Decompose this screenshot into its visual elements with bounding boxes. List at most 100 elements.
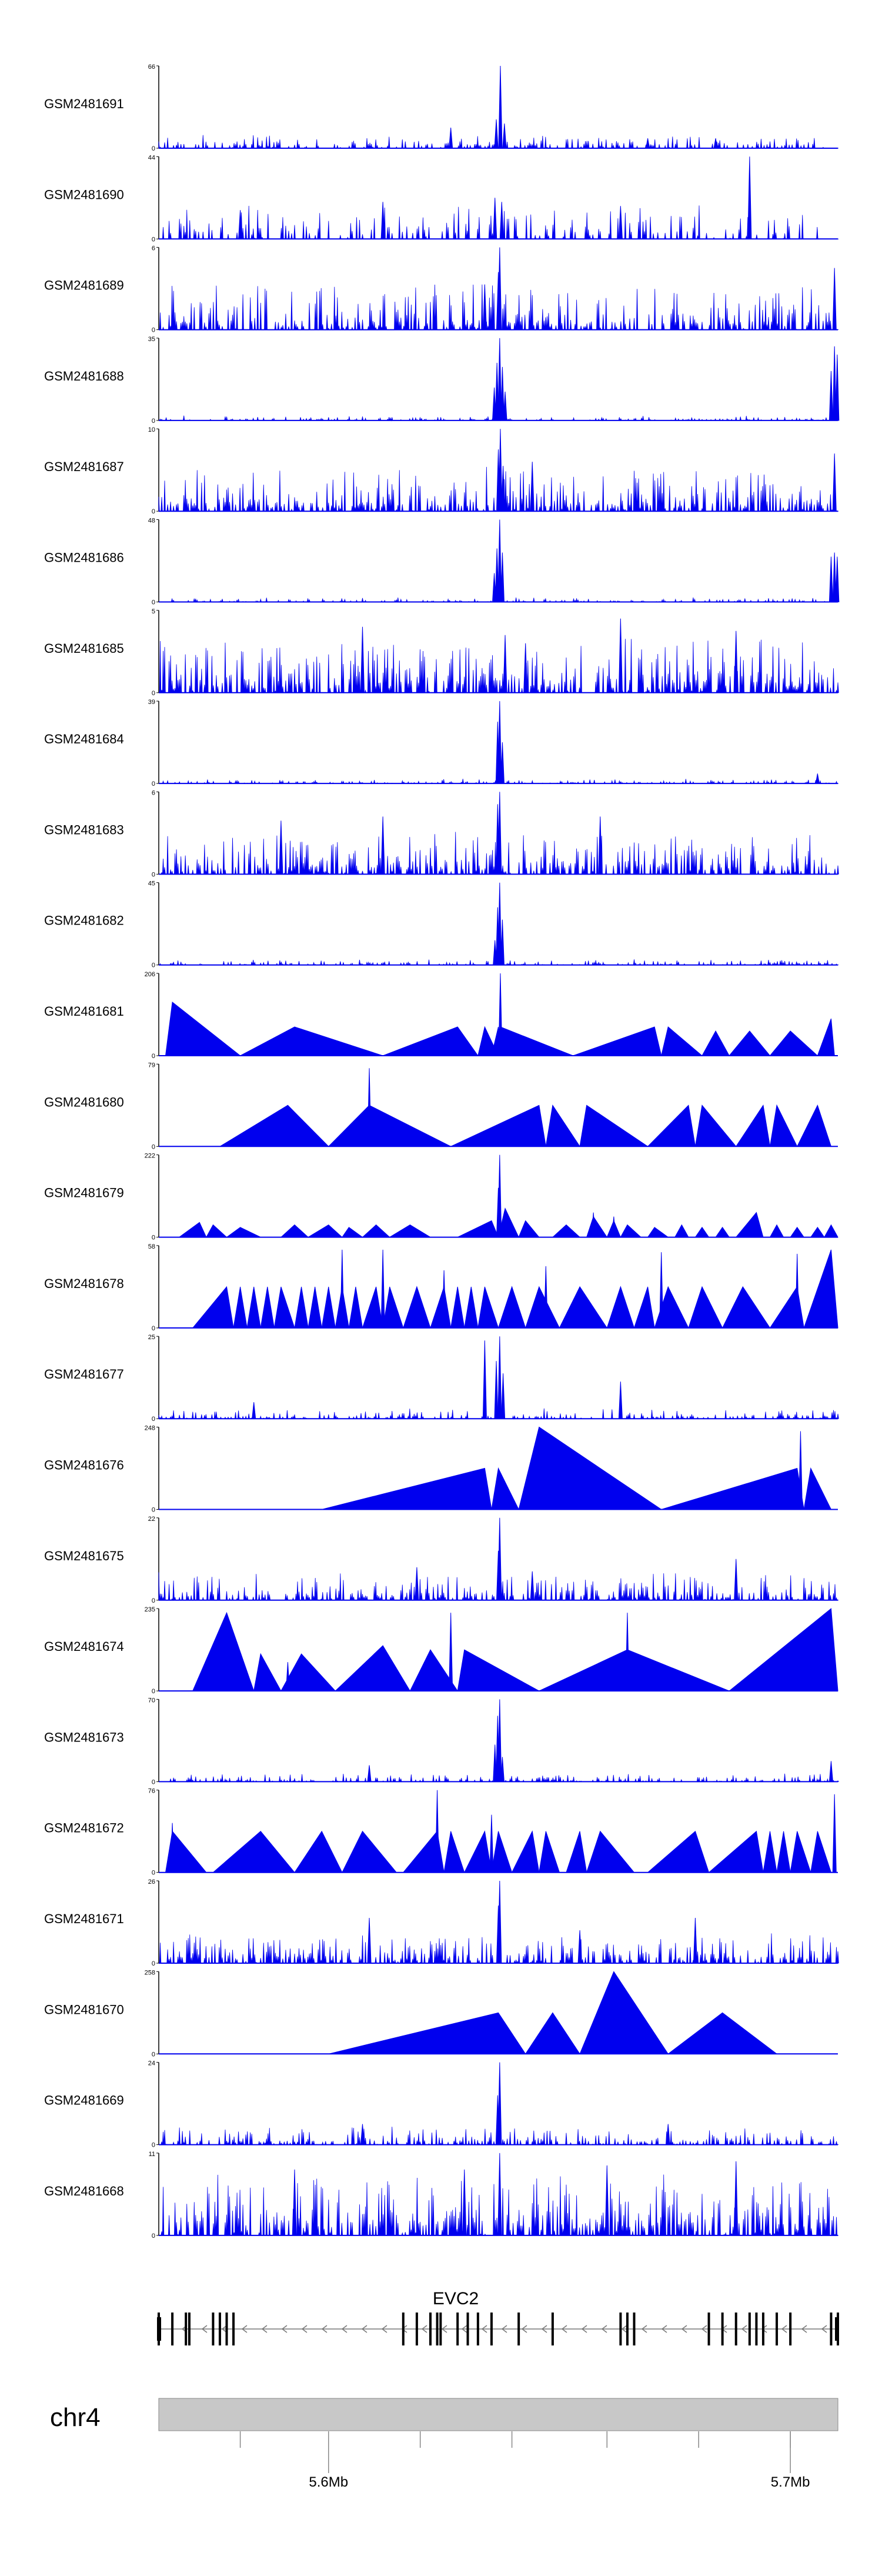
signal-peak: [618, 206, 623, 239]
signal-peak: [340, 1249, 345, 1329]
signal-track: GSM2481677 25 0: [44, 1334, 839, 1423]
track-label: GSM2481683: [44, 822, 124, 837]
coverage-triangle: [362, 1224, 390, 1238]
chromosome-axis: chr4 5.6Mb 5.7Mb: [50, 2398, 838, 2490]
signal-track: GSM2481682 45 0: [44, 880, 839, 969]
y-min-label: 0: [152, 1870, 155, 1877]
coverage-triangle: [633, 1286, 655, 1329]
y-min-label: 0: [152, 780, 155, 788]
coverage-triangle: [430, 1286, 452, 1329]
coverage-triangle: [729, 1030, 771, 1056]
y-max-label: 24: [148, 2060, 155, 2067]
signal-peak: [828, 1761, 833, 1782]
y-max-label: 6: [152, 245, 155, 252]
signal-track: GSM2481674 235 0: [44, 1606, 838, 1695]
coverage-triangle: [388, 1224, 432, 1238]
y-max-label: 25: [148, 1334, 155, 1341]
signal-peak: [501, 1373, 506, 1419]
coverage-triangle: [545, 1104, 581, 1147]
exon: [429, 2313, 432, 2345]
y-min-label: 0: [152, 2233, 155, 2240]
utr-start: [157, 2317, 161, 2341]
signal-track: GSM2481691 66 0: [44, 64, 839, 152]
y-max-label: 48: [148, 518, 155, 525]
y-min-label: 0: [152, 1325, 155, 1332]
y-min-label: 0: [152, 1507, 155, 1514]
signal-peak: [747, 156, 752, 239]
strand-arrow: [481, 2325, 487, 2333]
coverage-triangle: [457, 1220, 499, 1238]
coverage-triangle: [240, 1026, 383, 1056]
exon: [707, 2313, 710, 2345]
y-max-label: 5: [152, 608, 155, 615]
exon: [789, 2313, 792, 2345]
signal-peak: [482, 284, 487, 331]
coverage-triangle: [708, 1830, 764, 1873]
coverage-triangle: [769, 1224, 784, 1238]
exon: [456, 2313, 459, 2345]
signal-peak: [449, 127, 453, 149]
signal-peak: [367, 1917, 372, 1964]
coverage-triangle: [457, 1649, 540, 1691]
coverage-triangle: [525, 1286, 560, 1329]
exon: [626, 2313, 629, 2345]
strand-arrow: [741, 2325, 747, 2333]
signal-track: GSM2481670 258 0: [44, 1969, 838, 2058]
strand-arrow: [301, 2325, 308, 2333]
axis-tick-label: 5.7Mb: [771, 2474, 810, 2490]
coverage-triangle: [661, 1026, 703, 1056]
coverage-triangle: [246, 1286, 261, 1329]
y-min-label: 0: [152, 327, 155, 334]
strand-arrow: [361, 2325, 368, 2333]
coverage-triangle: [790, 1226, 805, 1238]
signal-peak: [734, 2161, 739, 2236]
coverage-triangle: [586, 1830, 635, 1873]
coverage-triangle: [579, 1971, 669, 2054]
y-max-label: 45: [148, 880, 155, 887]
coverage-triangle: [348, 1286, 363, 1329]
track-label: GSM2481676: [44, 1458, 124, 1473]
signal-peak: [832, 1794, 837, 1873]
signal-peak: [530, 462, 534, 512]
signal-peak: [499, 202, 504, 239]
coverage-triangle: [701, 1030, 730, 1056]
strand-arrow: [241, 2325, 248, 2333]
signal-peak: [498, 65, 503, 149]
exon: [232, 2313, 235, 2345]
coverage-triangle: [362, 1286, 383, 1329]
coverage-triangle: [552, 1224, 581, 1238]
exon: [721, 2313, 724, 2345]
track-label: GSM2481677: [44, 1367, 124, 1382]
coverage-triangle: [810, 1226, 825, 1238]
signal-track: GSM2481681 206 0: [44, 971, 838, 1060]
coverage-triangle: [491, 1467, 519, 1510]
track-label: GSM2481673: [44, 1730, 124, 1744]
exon: [188, 2313, 191, 2345]
exon: [171, 2313, 174, 2345]
strand-arrow: [461, 2325, 467, 2333]
signal-peak: [380, 1249, 385, 1329]
ideogram-bar: [158, 2398, 838, 2431]
strand-arrow: [441, 2325, 447, 2333]
coverage-triangle: [192, 1611, 255, 1691]
signal-peak: [734, 630, 739, 693]
coverage-triangle: [674, 1224, 689, 1238]
strand-arrow: [281, 2325, 288, 2333]
signal-peak: [380, 816, 385, 875]
signal-peak: [435, 1790, 440, 1873]
y-min-label: 0: [152, 871, 155, 878]
y-min-label: 0: [152, 508, 155, 515]
coverage-triangle: [450, 1286, 465, 1329]
coverage-triangle: [769, 1030, 818, 1056]
signal-peak: [659, 1252, 664, 1329]
coverage-triangle: [824, 1224, 838, 1238]
y-min-label: 0: [152, 690, 155, 697]
coverage-triangle: [341, 1227, 364, 1238]
signal-peak: [835, 556, 840, 602]
signal-peak: [832, 268, 837, 331]
chromosome-label: chr4: [50, 2403, 101, 2432]
signal-track: GSM2481676 248 0: [44, 1425, 838, 1514]
y-min-label: 0: [152, 1416, 155, 1423]
signal-peak: [835, 354, 840, 421]
axis-tick-label: 5.6Mb: [309, 2474, 348, 2490]
